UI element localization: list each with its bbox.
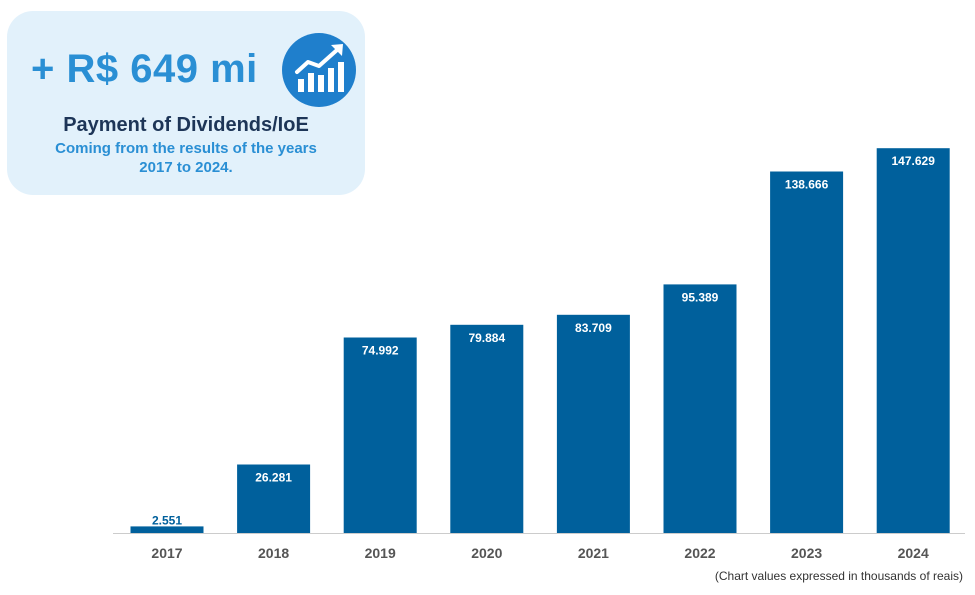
x-tick-label-2023: 2023 — [791, 545, 822, 561]
labels-group: 2.551 2017 26.281 2018 74.992 2019 79.884 2020 8… — [151, 154, 935, 561]
data-label-2024: 147.629 — [892, 154, 936, 168]
chart-unit-note: (Chart values expressed in thousands of … — [714, 569, 963, 583]
x-tick-label-2024: 2024 — [898, 545, 929, 561]
card-title: Payment of Dividends/IoE — [63, 114, 309, 136]
bar-2017 — [130, 526, 204, 533]
card-subtitle: Coming from the results of the years 201… — [7, 139, 365, 177]
x-tick-label-2017: 2017 — [151, 545, 182, 561]
x-tick-label-2022: 2022 — [684, 545, 715, 561]
summary-card: + R$ 649 mi Payment of Dividends/IoE Com… — [7, 11, 365, 195]
bar-2020 — [450, 324, 524, 533]
x-tick-label-2018: 2018 — [258, 545, 289, 561]
bar-2022 — [663, 284, 737, 533]
dividends-total-headline: + R$ 649 mi — [31, 47, 258, 91]
data-label-2021: 83.709 — [575, 321, 612, 335]
data-label-2020: 79.884 — [468, 331, 505, 345]
x-tick-label-2021: 2021 — [578, 545, 609, 561]
growth-chart-icon — [282, 33, 356, 107]
card-subtitle-line-2: 2017 to 2024. — [139, 159, 233, 176]
bar-2023 — [770, 171, 844, 533]
bar-2021 — [556, 314, 630, 533]
bar-2018 — [237, 464, 311, 533]
data-label-2023: 138.666 — [785, 178, 829, 192]
bars-group — [130, 148, 950, 533]
data-label-2022: 95.389 — [682, 290, 719, 304]
data-label-2017: 2.551 — [152, 513, 182, 527]
bar-2024 — [876, 148, 950, 533]
card-subtitle-line-1: Coming from the results of the years — [55, 140, 317, 157]
data-label-2018: 26.281 — [255, 471, 292, 485]
x-tick-label-2019: 2019 — [365, 545, 396, 561]
bar-2019 — [343, 337, 417, 533]
data-label-2019: 74.992 — [362, 344, 399, 358]
x-tick-label-2020: 2020 — [471, 545, 502, 561]
